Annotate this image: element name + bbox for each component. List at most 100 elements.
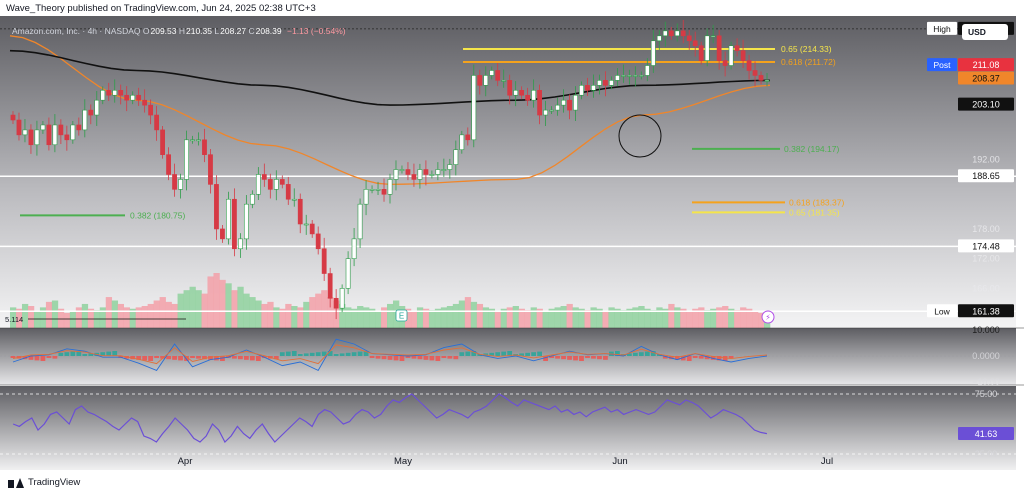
candle xyxy=(740,39,746,68)
candle xyxy=(674,23,680,42)
candle-body xyxy=(644,65,650,76)
volume-bar xyxy=(698,307,705,328)
price-tag-label-bg xyxy=(927,21,957,35)
macd-hist-bar xyxy=(255,356,261,361)
fib-level-label: 0.65 (214.33) xyxy=(781,44,832,54)
x-axis-label: Apr xyxy=(178,456,193,467)
macd-hist-bar xyxy=(674,356,680,360)
change-value: −1.13 (−0.54%) xyxy=(287,26,346,36)
volume-value-label: 5.114 xyxy=(5,315,23,324)
candle-body xyxy=(76,124,82,131)
candle-body xyxy=(88,109,94,116)
candle xyxy=(190,135,195,144)
macd-hist-bar xyxy=(531,352,537,356)
volume-bar xyxy=(183,290,190,328)
flash-marker[interactable]: ⚡ xyxy=(761,310,775,324)
candle-body xyxy=(16,119,22,136)
macd-hist-bar xyxy=(626,353,632,356)
volume-bar xyxy=(638,306,645,328)
macd-hist-bar xyxy=(692,356,698,358)
macd-hist-bar xyxy=(196,356,201,359)
svg-text:E: E xyxy=(399,312,404,321)
candle-body xyxy=(297,198,303,225)
candle-body xyxy=(190,139,195,142)
macd-hist-bar xyxy=(393,356,399,361)
volume-bar xyxy=(81,303,89,328)
candle xyxy=(567,94,572,120)
candle xyxy=(644,58,650,82)
price-tag-bg xyxy=(958,239,1014,253)
volume-bar xyxy=(566,303,573,328)
candle-body xyxy=(46,124,52,146)
candle-body xyxy=(327,273,333,299)
candle-body xyxy=(375,189,381,191)
candle-body xyxy=(680,30,686,37)
candle-body xyxy=(255,174,261,195)
volume-bar xyxy=(428,310,436,328)
candle-body xyxy=(94,99,100,116)
macd-tick-label: −10.00 xyxy=(972,377,1000,387)
volume-bar xyxy=(572,307,579,328)
macd-hist-bar xyxy=(704,356,710,360)
chart-area[interactable]: 0.65 (214.33) 0.618 (211.72) 0.382 (194.17… xyxy=(0,16,1024,470)
macd-hist-bar xyxy=(112,351,118,356)
candle-body xyxy=(471,75,477,141)
candle xyxy=(609,76,614,90)
volume-bar xyxy=(560,306,567,328)
volume-bar xyxy=(249,297,256,328)
volume-bar xyxy=(410,310,418,328)
volume-bar xyxy=(584,310,591,328)
macd-hist-bar xyxy=(232,356,237,359)
macd-hist-bar xyxy=(321,351,327,356)
candle xyxy=(650,29,656,73)
candle-body xyxy=(650,40,656,66)
price-tag-bg xyxy=(958,169,1014,183)
macd-hist-bar xyxy=(686,356,692,361)
macd-hist-bar xyxy=(591,356,596,359)
candle xyxy=(537,84,543,125)
volume-bar xyxy=(500,308,507,328)
macd-hist-bar xyxy=(519,353,525,356)
macd-hist-bar xyxy=(88,353,94,356)
fib-level-label: 0.382 (194.17) xyxy=(784,144,839,154)
candle-body xyxy=(118,89,124,96)
candle-body xyxy=(591,85,596,91)
currency-button[interactable]: USD xyxy=(962,24,1008,40)
fib-level-label: 0.65 (181.35) xyxy=(789,207,840,217)
candle xyxy=(680,19,686,44)
volume-bar xyxy=(69,310,77,328)
macd-hist-bar xyxy=(249,356,255,361)
volume-bar xyxy=(524,310,531,328)
volume-bar xyxy=(129,308,136,328)
candle xyxy=(339,284,345,313)
e-marker[interactable]: E xyxy=(395,309,408,322)
candle xyxy=(465,127,471,146)
volume-bar xyxy=(357,306,364,328)
macd-hist-bar xyxy=(573,356,578,361)
volume-bar xyxy=(578,308,585,328)
candle-body xyxy=(716,35,722,61)
candle xyxy=(417,163,423,189)
volume-bar xyxy=(171,303,178,328)
highlight-circle xyxy=(618,114,662,158)
price-chart[interactable]: 0.65 (214.33) 0.618 (211.72) 0.382 (194.17… xyxy=(0,16,1024,470)
candle-body xyxy=(10,114,16,121)
volume-bar xyxy=(135,307,142,328)
candle-body xyxy=(531,89,537,101)
candle-body xyxy=(567,99,572,111)
candle xyxy=(243,195,249,250)
macd-hist-bar xyxy=(728,356,734,358)
fib-level-label: 0.618 (211.72) xyxy=(781,57,836,67)
price-tag-bg xyxy=(958,97,1014,111)
macd-hist-bar xyxy=(567,356,572,360)
candle-body xyxy=(513,89,519,96)
volume-bar xyxy=(464,297,472,328)
macd-hist-bar xyxy=(710,356,716,360)
candle-body xyxy=(728,45,734,66)
macd-hist-bar xyxy=(489,352,495,356)
y-tick-label: 192.00 xyxy=(972,155,1000,165)
candle xyxy=(387,173,393,204)
volume-bar xyxy=(51,300,59,328)
candle-body xyxy=(507,80,513,96)
candle xyxy=(638,71,644,80)
